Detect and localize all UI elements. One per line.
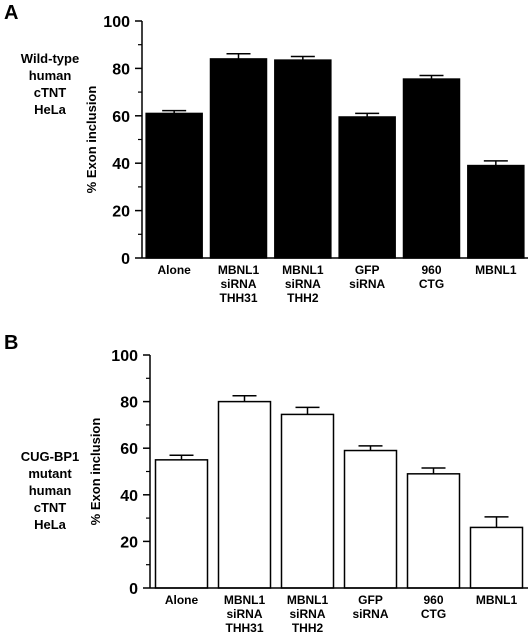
bar: [145, 112, 203, 259]
category-label: 960 CTG: [419, 263, 444, 291]
category-label-line: CTG: [419, 277, 444, 291]
category-label-line: MBNL1: [475, 263, 517, 277]
category-label: MBNL1: [475, 263, 517, 277]
category-label: MBNL1 siRNA THH2: [282, 263, 324, 305]
bar: [338, 116, 396, 259]
side-label: Wild-type human cTNT HeLa: [0, 50, 100, 118]
category-label-line: GFP: [358, 593, 383, 607]
y-tick-label: 100: [111, 348, 138, 365]
y-tick-label: 60: [112, 109, 130, 126]
category-label-line: siRNA: [226, 607, 262, 621]
category-label-line: Alone: [157, 263, 191, 277]
category-label-line: 960: [421, 263, 441, 277]
category-label: MBNL1 siRNA THH31: [224, 593, 266, 635]
category-label: MBNL1 siRNA THH31: [218, 263, 260, 305]
bar: [402, 78, 461, 259]
bar: [469, 526, 524, 589]
category-label-line: MBNL1: [476, 593, 518, 607]
y-tick-label: 0: [129, 581, 138, 598]
side-label: CUG-BP1 mutant human cTNT HeLa: [0, 448, 100, 533]
category-label-line: THH2: [287, 291, 319, 305]
panel-a: A Wild-type human cTNT HeLa 0 20 40 60 80 100…: [0, 0, 532, 320]
category-label-line: GFP: [355, 263, 380, 277]
category-label-line: siRNA: [349, 277, 385, 291]
bar: [274, 59, 332, 259]
category-label-line: MBNL1: [224, 593, 266, 607]
bar: [343, 449, 398, 589]
side-label-line: human: [28, 483, 72, 498]
category-label: MBNL1 siRNA THH2: [287, 593, 329, 635]
y-tick-label: 80: [112, 61, 130, 78]
category-label: 960 CTG: [421, 593, 446, 621]
category-label-line: CTG: [421, 607, 446, 621]
panel-b: B CUG-BP1 mutant human cTNT HeLa 0 20 40 60…: [0, 330, 532, 644]
y-tick-label: 0: [121, 251, 130, 268]
side-label-line: Wild-type: [20, 51, 80, 66]
bar: [209, 58, 268, 259]
category-label: Alone: [165, 593, 199, 607]
side-label-line: cTNT: [33, 85, 67, 100]
y-tick-label: 80: [120, 395, 138, 412]
category-label-line: siRNA: [285, 277, 321, 291]
category-label-line: MBNL1: [218, 263, 260, 277]
category-label-line: 960: [423, 593, 443, 607]
y-tick-label: 100: [103, 14, 130, 31]
y-axis-title: % Exon inclusion: [88, 418, 103, 526]
category-label-line: THH31: [225, 621, 263, 635]
side-label-line: HeLa: [34, 102, 66, 117]
y-tick-label: 40: [112, 156, 130, 173]
category-label-line: siRNA: [352, 607, 388, 621]
panel-letter: B: [4, 332, 19, 354]
bar: [154, 459, 209, 589]
y-tick-label: 40: [120, 488, 138, 505]
side-label-line: cTNT: [33, 500, 67, 515]
bar: [406, 473, 461, 589]
category-label-line: MBNL1: [282, 263, 324, 277]
side-label-line: CUG-BP1: [20, 449, 80, 464]
bar: [280, 413, 335, 589]
category-label-line: siRNA: [220, 277, 256, 291]
bar: [467, 164, 525, 259]
y-axis-title: % Exon inclusion: [84, 86, 99, 194]
category-label: Alone: [157, 263, 191, 277]
category-label-line: Alone: [165, 593, 199, 607]
panel-letter: A: [4, 2, 19, 24]
category-label-line: siRNA: [289, 607, 325, 621]
category-label-line: THH31: [219, 291, 257, 305]
category-label: GFP siRNA: [352, 593, 388, 621]
bar: [217, 400, 272, 589]
category-label: MBNL1: [476, 593, 518, 607]
y-tick-label: 60: [120, 441, 138, 458]
side-label-line: HeLa: [34, 517, 66, 532]
y-tick-label: 20: [120, 534, 138, 551]
category-label-line: THH2: [292, 621, 324, 635]
category-label: GFP siRNA: [349, 263, 385, 291]
y-tick-label: 20: [112, 204, 130, 221]
side-label-line: human: [28, 68, 72, 83]
side-label-line: mutant: [28, 466, 72, 481]
category-label-line: MBNL1: [287, 593, 329, 607]
